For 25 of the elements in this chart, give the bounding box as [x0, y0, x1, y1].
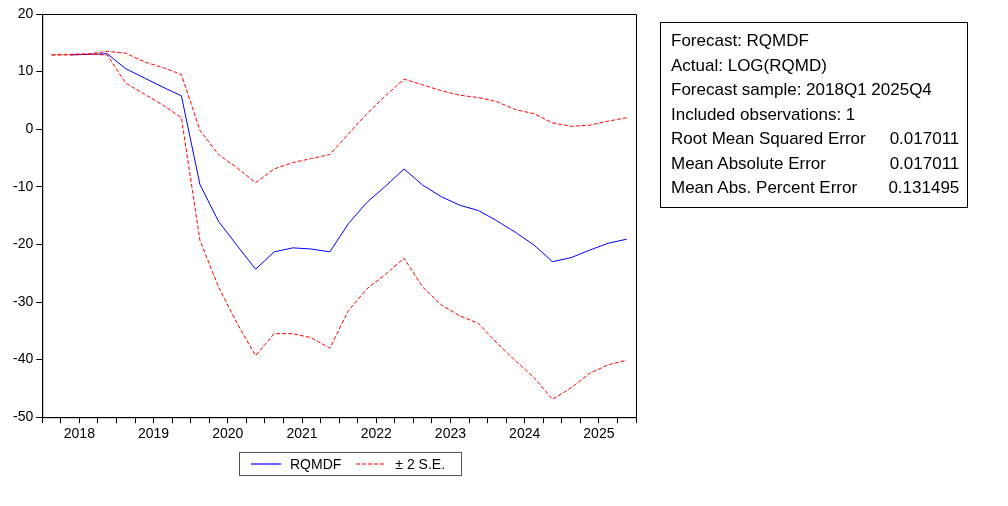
legend-label: RQMDF: [290, 456, 342, 472]
x-tick-label: 2018: [63, 425, 96, 442]
y-tick-label: -10: [13, 177, 34, 194]
text: Mean Abs. Percent Error 0.131495: [671, 178, 960, 197]
y-tick-label: -20: [13, 235, 34, 252]
y-tick-label: 10: [17, 62, 34, 79]
y-tick-label: 20: [17, 4, 34, 21]
text: Forecast: RQMDF: [671, 30, 809, 52]
y-tick-label: -30: [13, 292, 34, 309]
y-tick-label: -50: [13, 408, 34, 425]
text: Actual: LOG(RQMD): [671, 54, 827, 77]
text: Root Mean Squared Error 0.017011: [671, 129, 960, 148]
x-tick-label: 2023: [434, 425, 467, 442]
y-tick-label: 0: [25, 120, 34, 137]
x-tick-label: 2020: [212, 425, 244, 442]
x-tick-label: 2019: [137, 425, 170, 442]
text: Forecast sample: 2018Q1 2025Q4: [671, 79, 932, 101]
x-tick-label: 2025: [583, 425, 615, 442]
text: Included observations: 1: [671, 103, 856, 126]
x-tick-label: 2024: [509, 425, 541, 442]
text: Mean Absolute Error 0.017011: [671, 153, 960, 173]
legend-label: ± 2 S.E.: [395, 456, 446, 472]
x-tick-label: 2022: [360, 425, 393, 442]
y-tick-label: -40: [13, 350, 34, 367]
x-tick-label: 2021: [286, 425, 318, 442]
